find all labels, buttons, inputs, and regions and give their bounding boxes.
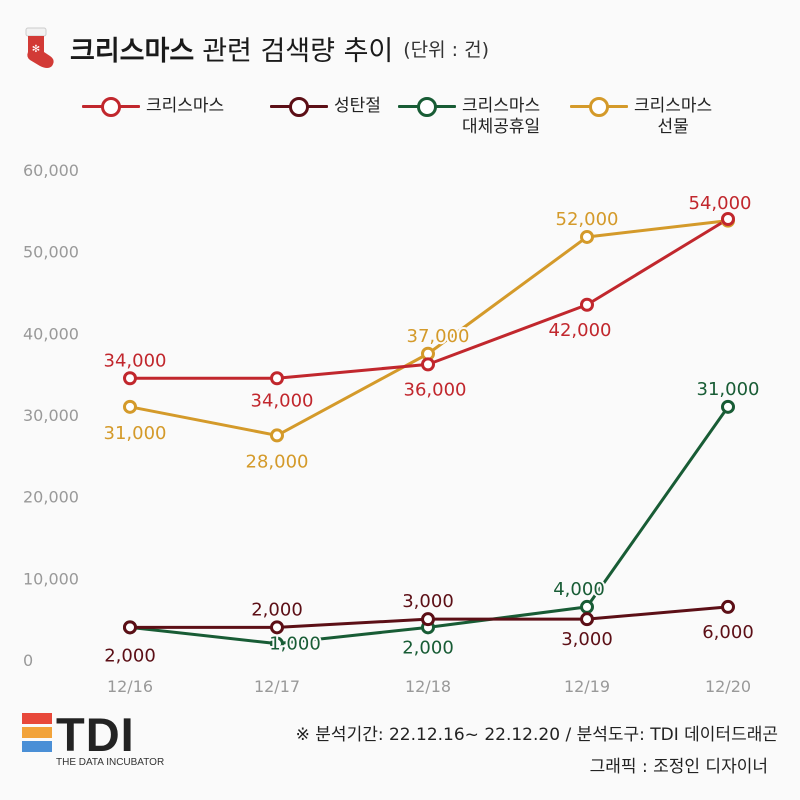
legend-label: 크리스마스 bbox=[146, 96, 225, 116]
svg-text:✻: ✻ bbox=[32, 44, 40, 55]
data-point bbox=[421, 612, 435, 627]
y-tick-label: 20,000 bbox=[23, 488, 79, 507]
data-label: 42,000 bbox=[549, 320, 612, 341]
data-point bbox=[721, 599, 735, 614]
data-label: 2,000 bbox=[104, 645, 156, 666]
y-tick-label: 50,000 bbox=[23, 243, 79, 262]
graphic-credit: 그래픽 : 조정인 디자이너 bbox=[589, 757, 768, 777]
data-point bbox=[123, 399, 137, 414]
x-tick-label: 12/17 bbox=[254, 677, 300, 696]
data-point bbox=[721, 212, 735, 226]
data-label: 34,000 bbox=[104, 350, 167, 371]
legend-marker bbox=[82, 96, 140, 118]
data-label: 4,000 bbox=[553, 579, 605, 600]
data-point bbox=[123, 371, 137, 386]
data-point bbox=[580, 599, 594, 614]
y-tick-label: 0 bbox=[23, 651, 33, 670]
legend-label: 크리스마스 대체공휴일 bbox=[462, 96, 541, 137]
data-label: 1,000 bbox=[269, 634, 321, 655]
data-label: 31,000 bbox=[697, 379, 760, 400]
data-point bbox=[123, 620, 137, 635]
data-point bbox=[721, 399, 735, 414]
legend-item-seongtanjeol: 성탄절 bbox=[270, 96, 381, 118]
data-label: 37,000 bbox=[407, 326, 470, 347]
chart-title: 관련 검색량 추이 bbox=[202, 35, 394, 67]
line-chart: 0 10,000 20,000 30,000 40,000 50,000 60,000 12/… bbox=[23, 161, 761, 696]
data-point bbox=[270, 371, 284, 386]
data-label: 6,000 bbox=[702, 622, 754, 643]
data-point bbox=[270, 620, 284, 635]
legend-marker bbox=[270, 96, 328, 118]
data-label: 3,000 bbox=[402, 591, 454, 612]
legend-item-christmas: 크리스마스 bbox=[82, 96, 224, 118]
x-tick-label: 12/20 bbox=[705, 677, 751, 696]
x-tick-label: 12/18 bbox=[405, 677, 451, 696]
x-tick-label: 12/19 bbox=[564, 677, 610, 696]
data-point bbox=[580, 229, 594, 244]
data-label: 2,000 bbox=[251, 599, 303, 620]
data-label: 52,000 bbox=[556, 209, 619, 230]
chart-unit: (단위 : 건) bbox=[403, 38, 489, 61]
data-label: 36,000 bbox=[404, 379, 467, 400]
y-tick-label: 40,000 bbox=[23, 324, 79, 343]
data-point bbox=[580, 297, 594, 312]
data-point bbox=[580, 612, 594, 627]
logo-text: TDI bbox=[56, 708, 135, 761]
logo-bars-icon bbox=[22, 713, 52, 753]
y-tick-label: 60,000 bbox=[23, 161, 79, 180]
legend-marker bbox=[570, 96, 628, 118]
data-point bbox=[421, 357, 435, 372]
source-note: ※ 분석기간: 22.12.16~ 22.12.20 / 분석도구: TDI 데… bbox=[295, 725, 778, 745]
data-label: 3,000 bbox=[561, 629, 613, 650]
data-label: 2,000 bbox=[104, 645, 156, 666]
chart-legend: 크리스마스 성탄절 크리스마스 대체공휴일 크리스마스 선물 bbox=[82, 96, 782, 150]
legend-item-gift: 크리스마스 선물 bbox=[570, 96, 712, 138]
legend-marker bbox=[398, 96, 456, 118]
chart-title-bold: 크리스마스 bbox=[70, 35, 195, 67]
legend-label: 성탄절 bbox=[334, 96, 381, 116]
y-tick-label: 30,000 bbox=[23, 406, 79, 425]
y-tick-label: 10,000 bbox=[23, 569, 79, 588]
chart-header: ✻ 크리스마스 관련 검색량 추이 (단위 : 건) bbox=[20, 20, 489, 76]
data-point bbox=[270, 636, 284, 651]
logo-subtitle: THE DATA INCUBATOR bbox=[56, 757, 165, 768]
christmas-stocking-icon: ✻ bbox=[25, 27, 54, 68]
data-label: 54,000 bbox=[689, 193, 752, 214]
data-label: 34,000 bbox=[251, 390, 314, 411]
legend-item-substitute-holiday: 크리스마스 대체공휴일 bbox=[398, 96, 540, 138]
legend-label: 크리스마스 선물 bbox=[634, 96, 713, 137]
data-label: 2,000 bbox=[402, 637, 454, 658]
data-point bbox=[270, 428, 284, 443]
data-label: 31,000 bbox=[104, 423, 167, 444]
data-label: 28,000 bbox=[246, 451, 309, 472]
x-tick-label: 12/16 bbox=[107, 677, 153, 696]
